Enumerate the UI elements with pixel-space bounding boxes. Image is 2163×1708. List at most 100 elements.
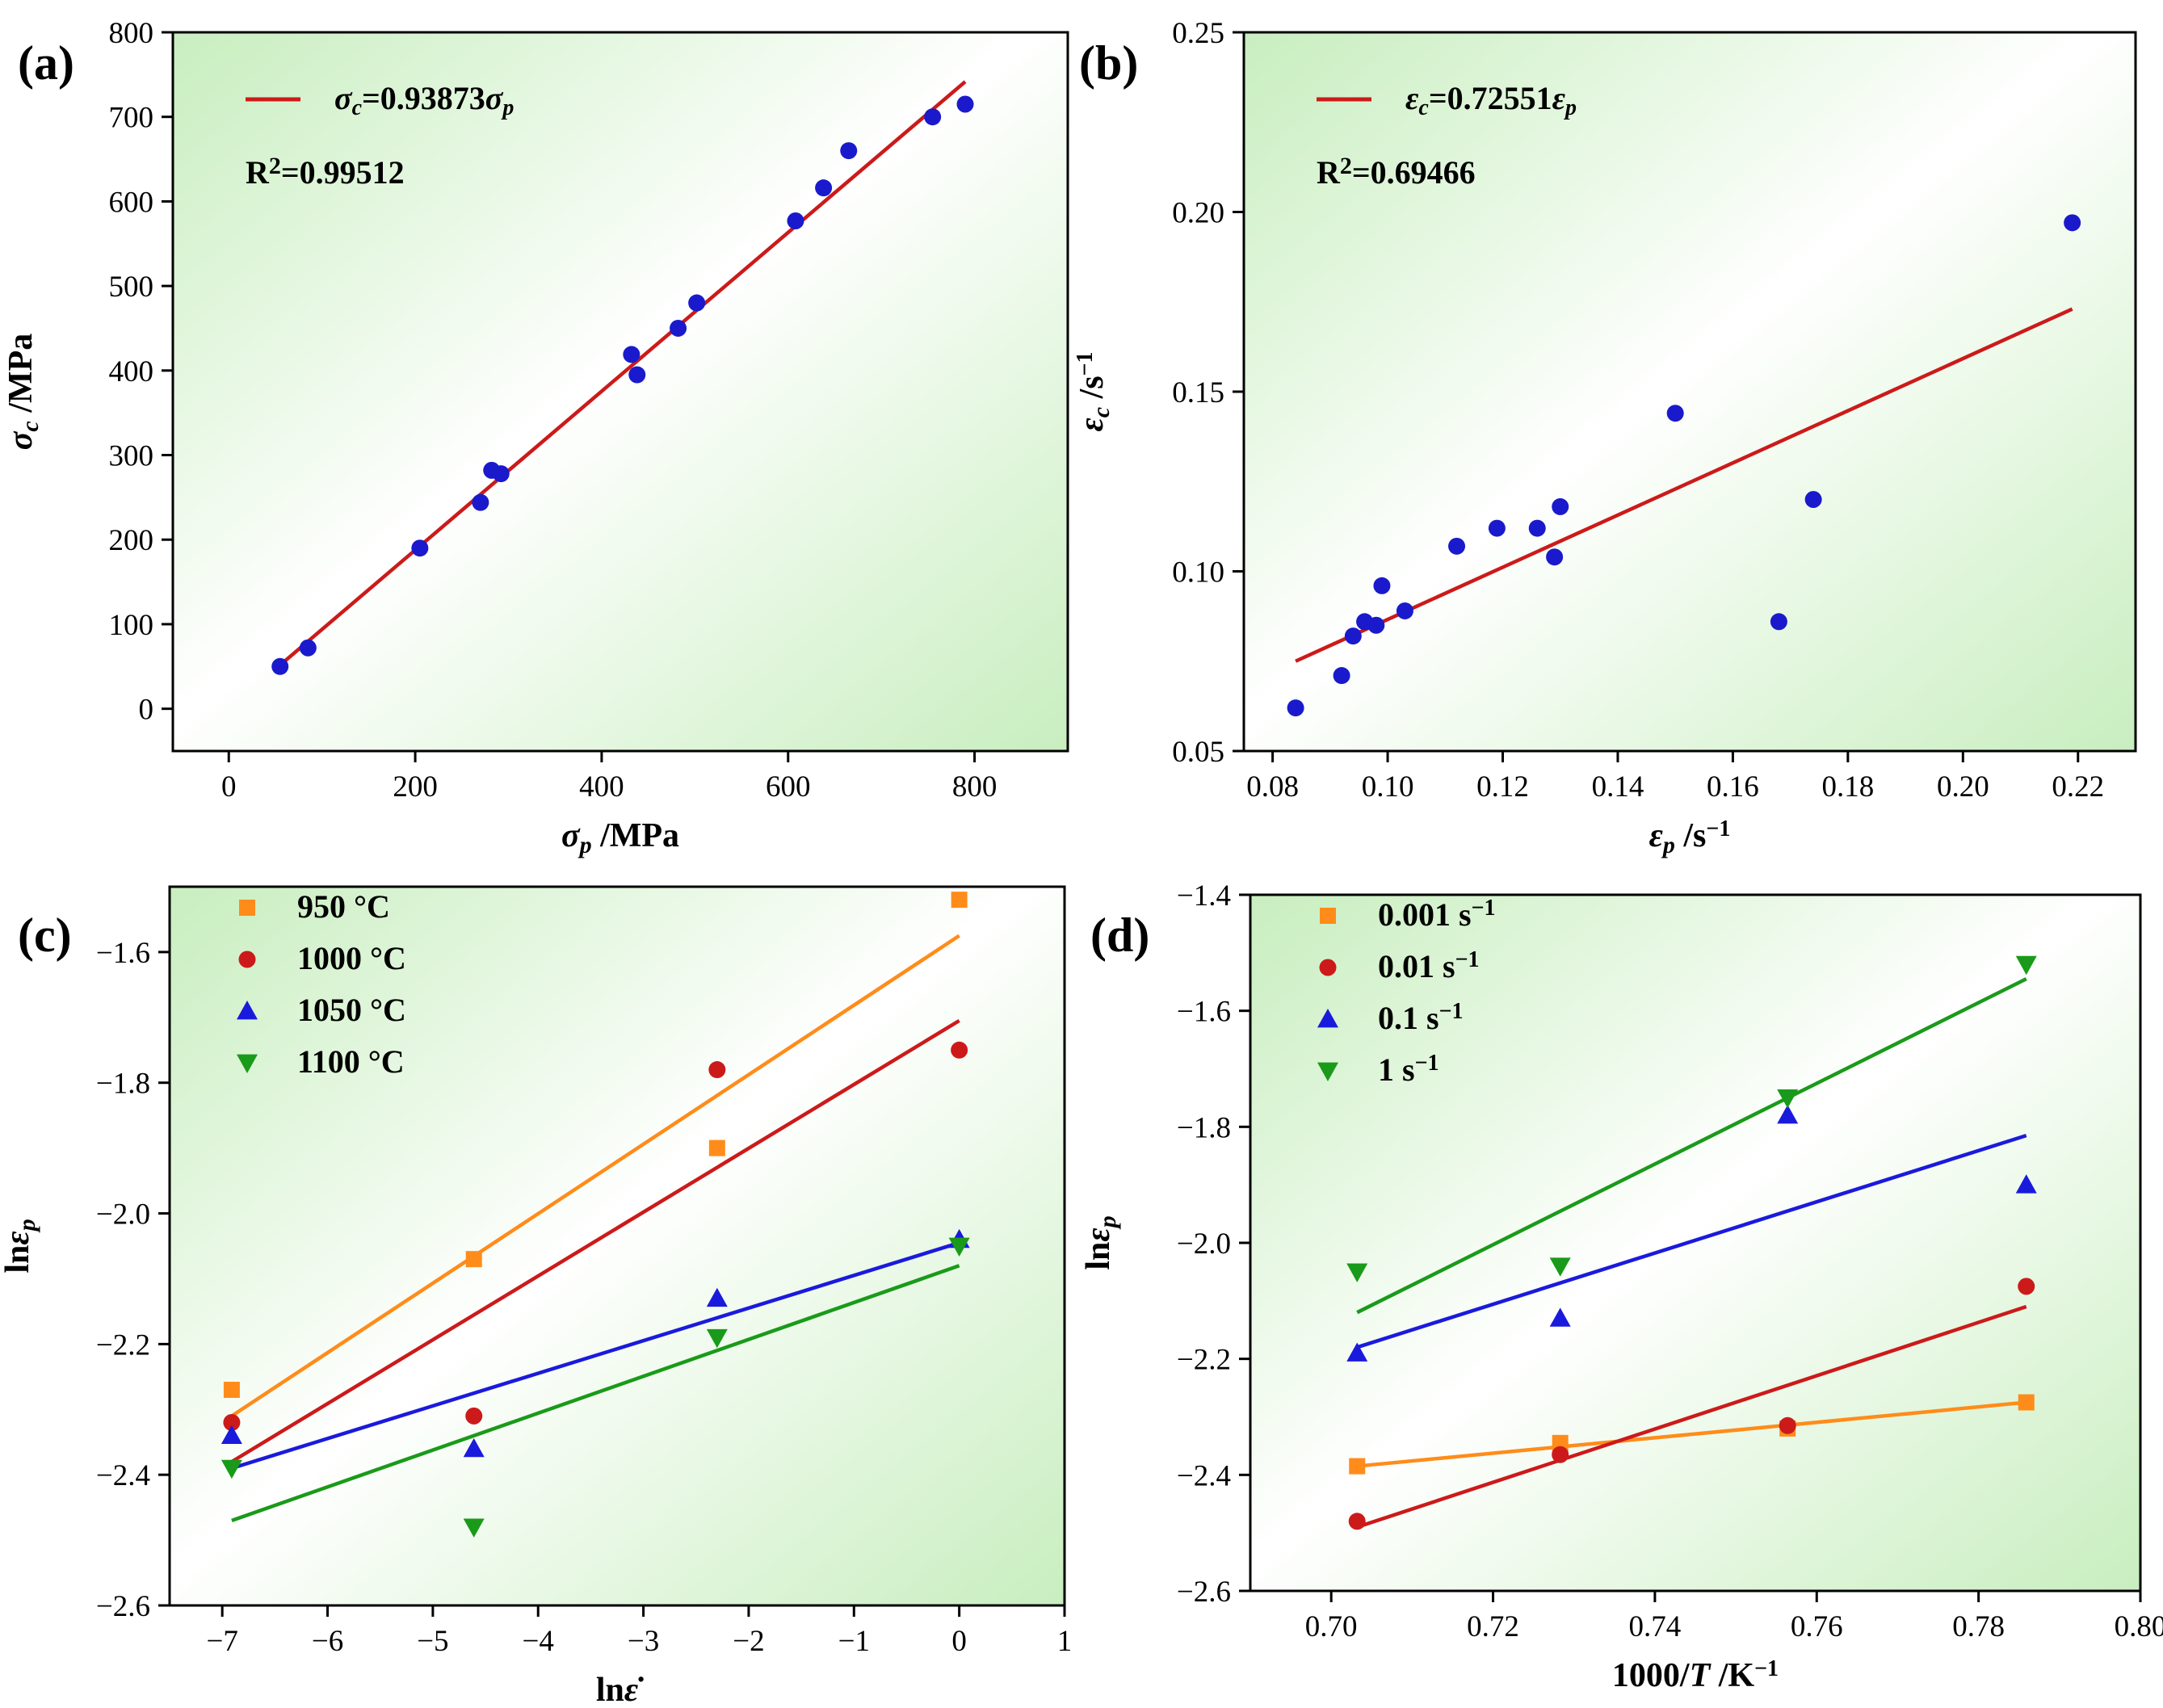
y-tick-label: −1.8 <box>96 1068 150 1101</box>
y-tick-label: −2.6 <box>96 1590 150 1623</box>
legend-label: 0.001 s−1 <box>1378 896 1496 933</box>
x-tick-label: 0.18 <box>1821 770 1874 804</box>
data-point <box>2015 1174 2037 1194</box>
y-tick-label: 100 <box>109 609 154 642</box>
x-tick-label: 0.80 <box>2115 1610 2163 1643</box>
x-tick-label: −4 <box>523 1625 554 1658</box>
data-point <box>1287 699 1304 717</box>
y-tick-label: −1.6 <box>1177 996 1231 1029</box>
x-tick-label: −3 <box>628 1625 659 1658</box>
y-tick-label: 0.05 <box>1172 736 1224 769</box>
y-tick-label: 0.25 <box>1172 17 1224 50</box>
fit-line-0 <box>279 80 967 667</box>
data-point <box>223 1413 241 1431</box>
x-axis-title-d: 1000/T /K−1 <box>1612 1656 1779 1694</box>
x-tick-label: 0.08 <box>1246 770 1299 804</box>
legend-marker <box>1320 908 1336 924</box>
x-tick-label: 0.22 <box>2052 770 2104 804</box>
y-tick-label: 600 <box>109 186 154 219</box>
data-point <box>492 465 510 483</box>
legend-label: 1100 °C <box>297 1043 405 1080</box>
data-point <box>1552 497 1569 515</box>
data-point <box>220 1459 242 1479</box>
data-point <box>1488 519 1506 537</box>
data-point <box>951 892 968 909</box>
y-tick-label: −1.4 <box>1177 879 1231 913</box>
x-tick-label: 0 <box>221 770 237 804</box>
panel-d: (d) 0.70 0.72 0.74 0.76 0.78 0.80 −2.6 −2.4 −2.2 −… <box>1080 879 2163 1694</box>
x-tick-label: 0.14 <box>1592 770 1644 804</box>
data-point <box>956 95 974 113</box>
panel-label-b: (b) <box>1079 36 1138 90</box>
x-tick-label: 0.78 <box>1952 1610 2005 1643</box>
x-tick-label: 0.70 <box>1305 1610 1358 1643</box>
data-point <box>463 1437 485 1458</box>
x-tick-label: 0 <box>951 1625 967 1658</box>
y-tick-label: −1.6 <box>96 937 150 970</box>
data-point <box>706 1328 728 1349</box>
legend-marker <box>238 951 256 968</box>
data-point <box>299 639 317 657</box>
data-point <box>1367 616 1385 634</box>
fit-line-3 <box>231 1264 960 1522</box>
data-point <box>1349 1458 1366 1475</box>
r-squared-b: R2=0.69466 <box>1317 153 1476 191</box>
y-tick-label: 0 <box>139 694 154 727</box>
data-point <box>2064 214 2081 232</box>
data-point <box>670 319 687 337</box>
y-tick-label: −2.4 <box>1177 1459 1231 1492</box>
plot-area-d <box>1250 895 2140 1591</box>
data-point <box>1448 537 1466 555</box>
data-point <box>623 346 640 363</box>
y-tick-label: −2.0 <box>96 1198 150 1232</box>
legend-label: 1 s−1 <box>1378 1051 1439 1088</box>
data-point <box>271 657 289 675</box>
x-tick-label: 0.72 <box>1467 1610 1519 1643</box>
x-axis-title-b: εp /s−1 <box>1649 816 1731 858</box>
data-point <box>1348 1513 1366 1530</box>
data-point <box>220 1425 242 1445</box>
axes-frame-c <box>168 885 1066 1607</box>
data-point <box>708 1139 725 1156</box>
data-point <box>1528 519 1546 537</box>
data-point <box>1779 1416 1796 1434</box>
data-point <box>708 1061 726 1079</box>
data-point <box>463 1518 485 1538</box>
data-point <box>1549 1307 1571 1327</box>
data-point <box>951 1041 968 1059</box>
y-tick-label: −2.2 <box>1177 1344 1231 1377</box>
data-point <box>1346 1263 1368 1282</box>
y-tick-label: −1.8 <box>1177 1111 1231 1144</box>
x-tick-label: 0.76 <box>1791 1610 1843 1643</box>
data-point <box>1546 548 1564 566</box>
data-point <box>1552 1434 1569 1451</box>
legend-label: 0.01 s−1 <box>1378 947 1480 984</box>
axes-frame-a <box>171 31 1069 753</box>
data-point <box>706 1287 728 1307</box>
legend-marker <box>1319 959 1337 976</box>
legend-equation-a: σc=0.93873σp <box>334 80 514 120</box>
fit-line-2 <box>231 1240 960 1471</box>
data-point <box>2018 1394 2035 1411</box>
x-tick-label: 0.74 <box>1629 1610 1682 1643</box>
panel-b: (b) 0.08 0.10 0.12 0.14 0.16 0.18 0.20 0.22 0.05 0… <box>1073 17 2137 858</box>
legend-marker <box>237 1054 258 1073</box>
y-tick-label: 0.20 <box>1172 197 1224 230</box>
y-tick-label: −2.2 <box>96 1328 150 1362</box>
data-point <box>465 1407 483 1425</box>
x-axis-title-a: σp /MPa <box>561 817 679 858</box>
legend-label: 950 °C <box>297 888 390 925</box>
legend-marker <box>239 900 255 916</box>
fit-line-1 <box>230 1018 960 1463</box>
y-tick-label: 700 <box>109 102 154 135</box>
data-point <box>2015 955 2037 976</box>
data-point <box>2018 1278 2035 1295</box>
x-tick-label: 400 <box>579 770 624 804</box>
x-tick-label: 0.20 <box>1937 770 1989 804</box>
data-point <box>1549 1257 1571 1277</box>
y-axis-title-a: σc /MPa <box>2 334 44 450</box>
y-tick-label: 500 <box>109 271 154 304</box>
data-point <box>628 366 646 384</box>
x-tick-label: 200 <box>393 770 438 804</box>
